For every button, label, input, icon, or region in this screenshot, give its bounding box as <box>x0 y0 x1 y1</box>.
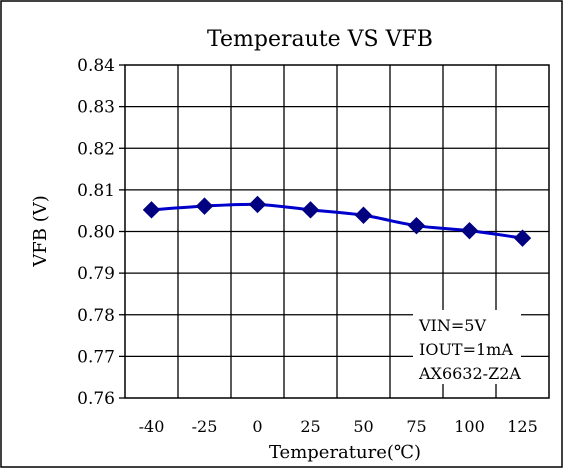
x-axis-ticks: -40 -25 0 25 50 75 100 125 <box>139 417 538 436</box>
x-tick-label: 50 <box>353 417 373 436</box>
y-tick-label: 0.77 <box>77 347 115 367</box>
x-tick-label: 0 <box>252 417 262 436</box>
annotation-line-3: AX6632-Z2A <box>418 364 521 383</box>
data-point-marker <box>354 206 373 224</box>
annotation-line-1: VIN=5V <box>418 316 486 335</box>
data-point-marker <box>142 201 161 219</box>
data-point-marker <box>301 201 320 219</box>
y-tick-label: 0.83 <box>77 98 115 118</box>
x-tick-label: 75 <box>406 417 426 436</box>
data-point-marker <box>195 197 214 215</box>
annotation-line-2: IOUT=1mA <box>419 340 513 359</box>
series-layer <box>142 195 532 247</box>
x-tick-label: -25 <box>192 417 218 436</box>
y-tick-label: 0.81 <box>77 181 115 201</box>
y-axis-ticks: 0.76 0.77 0.78 0.79 0.80 0.81 0.82 0.83 0.84 <box>77 56 125 409</box>
data-point-marker <box>248 195 267 214</box>
y-tick-label: 0.84 <box>77 56 115 76</box>
y-tick-label: 0.76 <box>77 389 115 409</box>
data-point-marker <box>513 229 532 247</box>
chart-title: Temperaute VS VFB <box>207 27 433 52</box>
y-tick-label: 0.78 <box>77 306 115 326</box>
data-point-marker <box>407 216 426 235</box>
x-tick-label: -40 <box>139 417 165 436</box>
y-tick-label: 0.80 <box>77 223 115 243</box>
y-axis-label: VFB (V) <box>30 195 51 267</box>
x-tick-label: 25 <box>300 417 320 436</box>
annotation-box <box>413 310 521 384</box>
x-tick-label: 125 <box>507 417 538 436</box>
x-axis-label: Temperature(℃) <box>269 442 421 463</box>
data-point-marker <box>460 221 479 240</box>
x-tick-label: 100 <box>454 417 485 436</box>
y-tick-label: 0.82 <box>77 139 115 159</box>
y-tick-label: 0.79 <box>77 264 115 284</box>
